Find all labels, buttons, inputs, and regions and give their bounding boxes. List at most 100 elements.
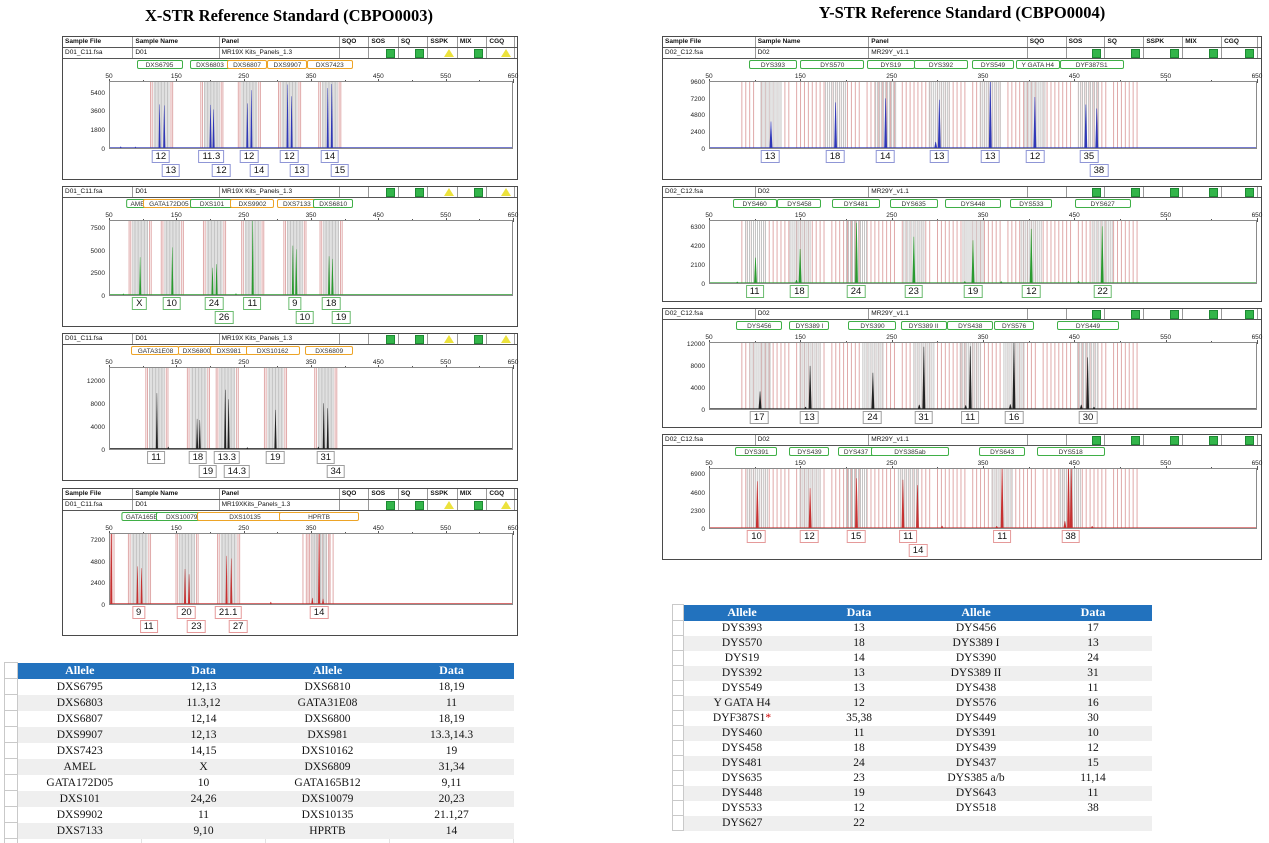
allele-call-box: 18 — [825, 150, 845, 163]
allele-cell: DYS576 — [917, 695, 1035, 711]
x-tick-label: 450 — [372, 212, 384, 219]
egram-data-cell: D01 — [133, 500, 220, 510]
x-tick-label: 450 — [372, 73, 384, 80]
egram-data-cell: D02 — [756, 48, 870, 58]
x-tick-label: 650 — [1251, 460, 1263, 467]
egram-data-cell: MR19XKits_Panels_1.3 — [220, 500, 340, 510]
allele-cell: DXS6795 — [56, 680, 103, 693]
y-tick-label: 5400 — [90, 89, 105, 97]
allele-cell: HPRTB — [265, 822, 390, 839]
right-section-title: Y-STR Reference Standard (CBPO0004) — [818, 3, 1106, 22]
data-cell: 31 — [1034, 665, 1152, 681]
egram-data-row: D02_C12.fsa D02 MR29Y_v1.1 — [663, 187, 1261, 198]
allele-cell: DYS460 — [683, 725, 801, 741]
y-tick-label: 2100 — [690, 262, 705, 270]
allele-call-box: 9 — [131, 606, 146, 619]
gutter-cell — [4, 678, 18, 695]
flag-pass-icon — [1131, 188, 1141, 197]
allele-call-box: 31 — [914, 411, 933, 424]
data-cell: 22 — [800, 815, 918, 831]
allele-call-box: 11 — [139, 620, 158, 633]
electropherogram-left-2: D01_C11.fsa D01 MR19X Kits_Panels_1.3 AMEL G… — [62, 186, 518, 327]
x-tick-label: 50 — [705, 334, 713, 341]
electropherogram-left-4: Sample File Sample Name Panel SQO SOS SQ SSPK M… — [62, 488, 518, 636]
x-tick-label: 50 — [705, 73, 713, 80]
allele-cell: DYS458 — [721, 742, 763, 754]
x-tick-label: 350 — [305, 73, 317, 80]
x-tick-label: 550 — [1160, 73, 1172, 80]
egram-data-cell — [1183, 309, 1223, 319]
data-cell: X — [141, 758, 266, 775]
egram-data-cell — [369, 187, 399, 197]
allele-call-box: 18 — [321, 297, 341, 310]
marker-box-dxs9902: DXS9902 — [230, 199, 275, 208]
egram-data-cell — [1105, 187, 1145, 197]
trace-plot-area — [109, 220, 513, 296]
data-cell: 16 — [1034, 695, 1152, 711]
allele-call-box: 11 — [899, 530, 918, 543]
y-tick-label: 12000 — [686, 341, 705, 349]
y-tick-label: 0 — [101, 293, 105, 300]
allele-call-box: 38 — [1089, 164, 1109, 177]
marker-row: AMEL GATA172D05 DXS101 DXS9902 DXS7133 DXS681… — [63, 198, 517, 211]
trace-svg — [110, 534, 512, 604]
egram-column-header: SOS — [1067, 37, 1106, 47]
gutter-cell — [672, 710, 684, 726]
egram-data-cell — [458, 500, 488, 510]
x-tick-label: 250 — [886, 334, 898, 341]
data-cell: 18 — [853, 742, 865, 754]
table-row: DYS533 12 DYS518 38 — [672, 800, 1152, 816]
flag-pass-icon — [1244, 436, 1254, 445]
flag-warning-icon — [500, 501, 511, 509]
egram-data-cell: D02_C12.fsa — [663, 435, 756, 445]
marker-box-dys635: DYS635 — [889, 199, 938, 208]
table-row: DYS392 13 DYS389 II 31 — [672, 665, 1152, 681]
x-tick-label: 50 — [105, 212, 113, 219]
egram-data-row: D02_C12.fsa D02 MR29Y_v1.1 — [663, 435, 1261, 446]
x-tick-mark — [1257, 340, 1258, 344]
x-tick-mark — [1257, 466, 1258, 470]
x-tick-label: 450 — [1068, 460, 1080, 467]
egram-data-cell — [399, 48, 429, 58]
egram-data-cell: D01_C11.fsa — [63, 500, 134, 510]
y-tick-label: 7200 — [90, 537, 105, 545]
allele-call-box: 11 — [961, 411, 980, 424]
egram-column-header: Sample Name — [133, 489, 220, 499]
allele-call-box: 23 — [904, 285, 923, 298]
y-tick-label: 2400 — [690, 129, 705, 137]
egram-data-cell: MR29Y_v1.1 — [869, 48, 1028, 58]
footnote-asterisk: * — [765, 712, 772, 724]
egram-data-cell — [1222, 309, 1258, 319]
gutter-cell — [4, 742, 18, 759]
y-tick-label: 4000 — [90, 424, 105, 432]
data-cell: 12,14 — [190, 712, 217, 725]
flag-pass-icon — [1131, 310, 1141, 319]
egram-data-cell: MR19X Kits_Panels_1.3 — [220, 334, 340, 344]
allele-call-box: 15 — [330, 164, 350, 177]
allele-call-box: 10 — [747, 530, 766, 543]
egram-data-cell — [399, 187, 429, 197]
data-cell: 19 — [800, 785, 918, 801]
marker-box-dxs6803: DXS6803 — [190, 60, 230, 69]
flag-pass-icon — [474, 49, 484, 58]
table-row: DYS458 18 DYS439 12 — [672, 740, 1152, 756]
data-cell: 11.3,12 — [141, 694, 266, 711]
allele-cell: DXS6807 — [56, 712, 103, 725]
allele-call-box: 14 — [320, 150, 340, 163]
egram-data-cell — [458, 334, 488, 344]
allele-call-box: 27 — [228, 620, 248, 633]
gutter-cell — [672, 665, 684, 681]
egram-data-cell — [487, 187, 515, 197]
data-cell: 12 — [853, 802, 865, 814]
allele-cell: DXS101 — [17, 790, 142, 807]
egram-header-row: Sample File Sample Name Panel SQO SOS SQ SSPK M… — [63, 37, 517, 48]
trace-plot-area — [109, 533, 513, 605]
data-cell: 30 — [1087, 712, 1099, 724]
y-tick-label: 0 — [701, 146, 705, 153]
egram-data-row: D01_C11.fsa D01 MR19X Kits_Panels_1.3 — [63, 48, 517, 59]
egram-data-cell — [399, 334, 429, 344]
gutter-cell — [4, 694, 18, 711]
y-tick-label: 4800 — [90, 558, 105, 566]
data-cell: 13.3,14.3 — [389, 726, 514, 743]
marker-box-dxs7423: DXS7423 — [306, 60, 353, 69]
